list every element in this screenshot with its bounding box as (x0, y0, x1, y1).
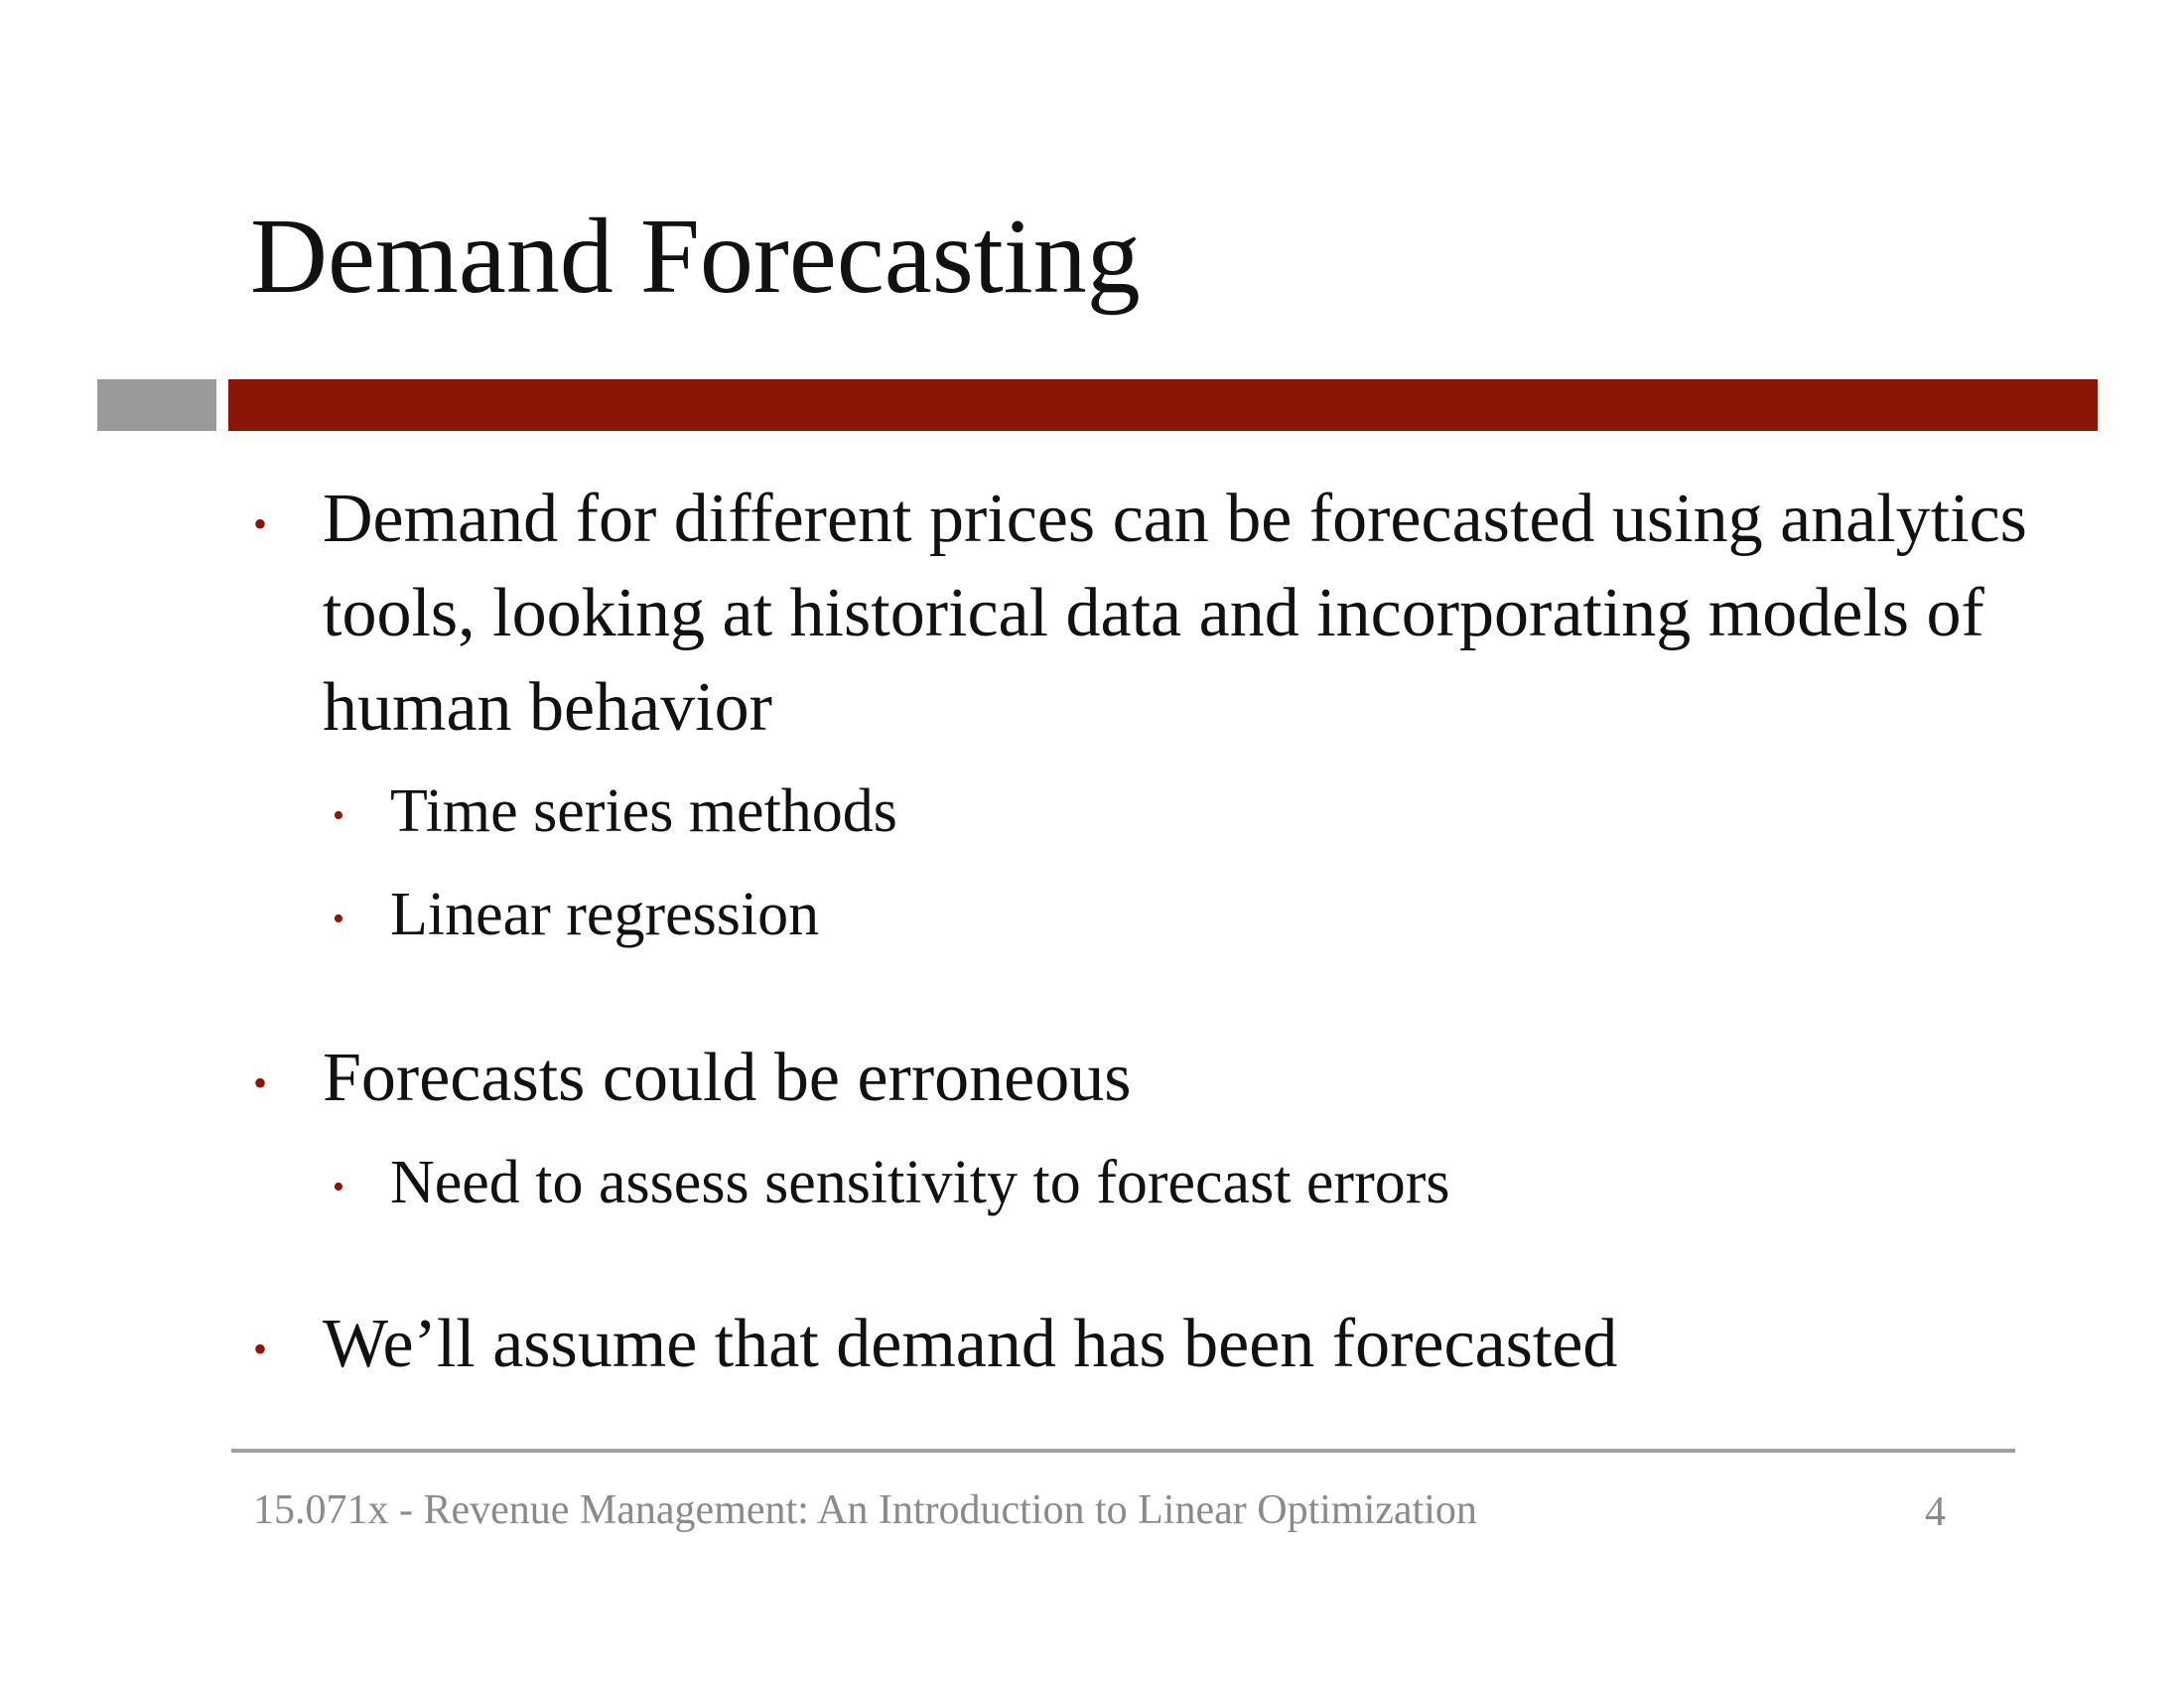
page-number: 4 (1925, 1489, 1946, 1535)
bullet-1-sub-1-text: Time series methods (390, 777, 897, 845)
footer-divider (231, 1449, 2015, 1453)
bullet-1-text: Demand for different prices can be forec… (323, 481, 2027, 746)
slide-title: Demand Forecasting (250, 198, 1141, 316)
title-accent-gray-bar (97, 379, 216, 431)
title-accent-red-bar (228, 379, 2098, 431)
footer-course-title: 15.071x - Revenue Management: An Introdu… (253, 1487, 1477, 1533)
bullet-1-sub-2-text: Linear regression (390, 881, 820, 948)
bullet-dot-icon: • (253, 501, 268, 546)
bullet-3-text: We’ll assume that demand has been foreca… (323, 1306, 1618, 1382)
bullet-dot-icon: • (253, 1327, 268, 1371)
sub-bullet-dot-icon: • (333, 901, 344, 937)
bullet-2-sub-1-text: Need to assess sensitivity to forecast e… (390, 1149, 1450, 1216)
sub-bullet-dot-icon: • (333, 1169, 344, 1205)
bullet-dot-icon: • (253, 1060, 268, 1105)
bullet-2-text: Forecasts could be erroneous (323, 1040, 1132, 1116)
sub-bullet-dot-icon: • (333, 797, 344, 834)
